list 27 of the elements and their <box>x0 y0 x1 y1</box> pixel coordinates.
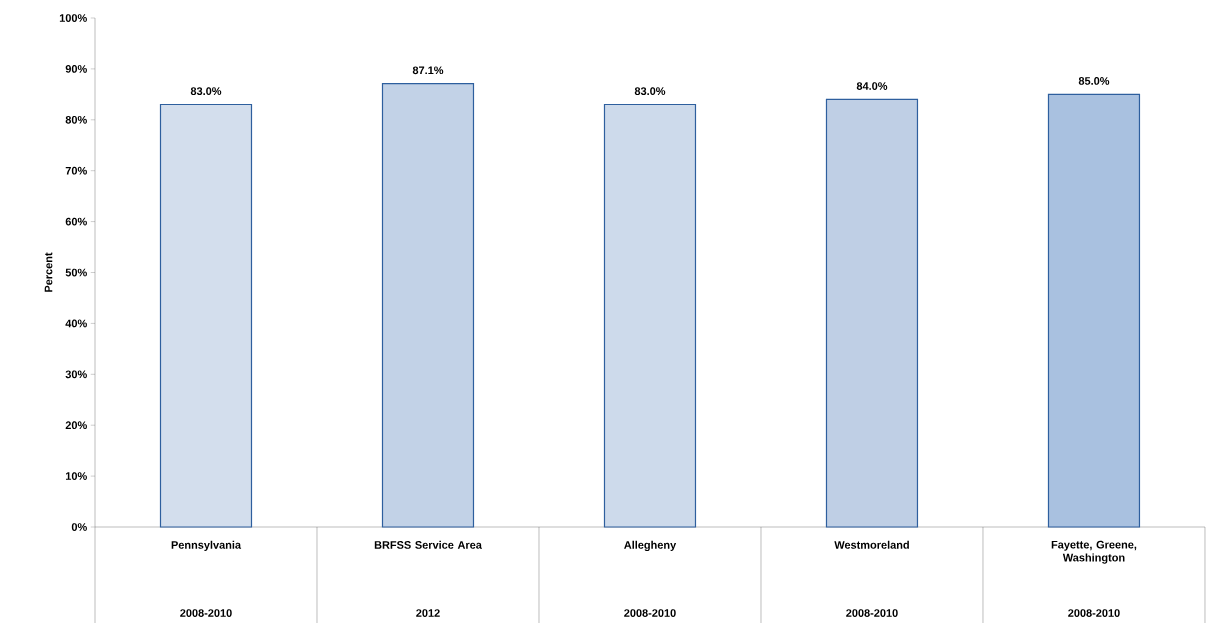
y-tick-label: 90% <box>65 65 87 73</box>
y-tick-label: 60% <box>65 217 87 226</box>
y-tick-label: 80% <box>65 115 87 124</box>
text: 2008-2010 <box>846 609 898 617</box>
text: 2008-2010 <box>624 609 676 617</box>
y-tick-label: 70% <box>65 166 87 175</box>
data-label: 83.0% <box>634 87 666 96</box>
data-label: 84.0% <box>856 82 888 90</box>
x-tick-label: BRFSS Service Area <box>374 540 482 549</box>
text: 2008-2010 <box>1068 609 1120 617</box>
text: 2008-2010 <box>180 609 232 617</box>
x-tick-label: Allegheny <box>624 540 677 552</box>
data-label: 83.0% <box>190 87 222 96</box>
y-tick-label: 0% <box>71 523 87 531</box>
x-tick-label: Westmoreland <box>834 540 909 549</box>
y-tick-label: 10% <box>65 472 87 480</box>
y-tick-label: 50% <box>65 268 87 277</box>
y-tick-label: 40% <box>65 319 87 328</box>
y-tick-label: 20% <box>65 421 87 430</box>
data-label: 85.0% <box>1078 77 1110 85</box>
y-tick-label: 30% <box>65 370 87 379</box>
x-tick-label: Pennsylvania <box>171 540 242 551</box>
data-label: 87.1% <box>412 66 444 75</box>
x-tick-label: Fayette, Greene, Washington <box>1051 540 1137 564</box>
y-tick-label: 100% <box>59 14 87 22</box>
y-axis-title: Percent <box>44 252 53 292</box>
text: 2012 <box>416 609 440 617</box>
